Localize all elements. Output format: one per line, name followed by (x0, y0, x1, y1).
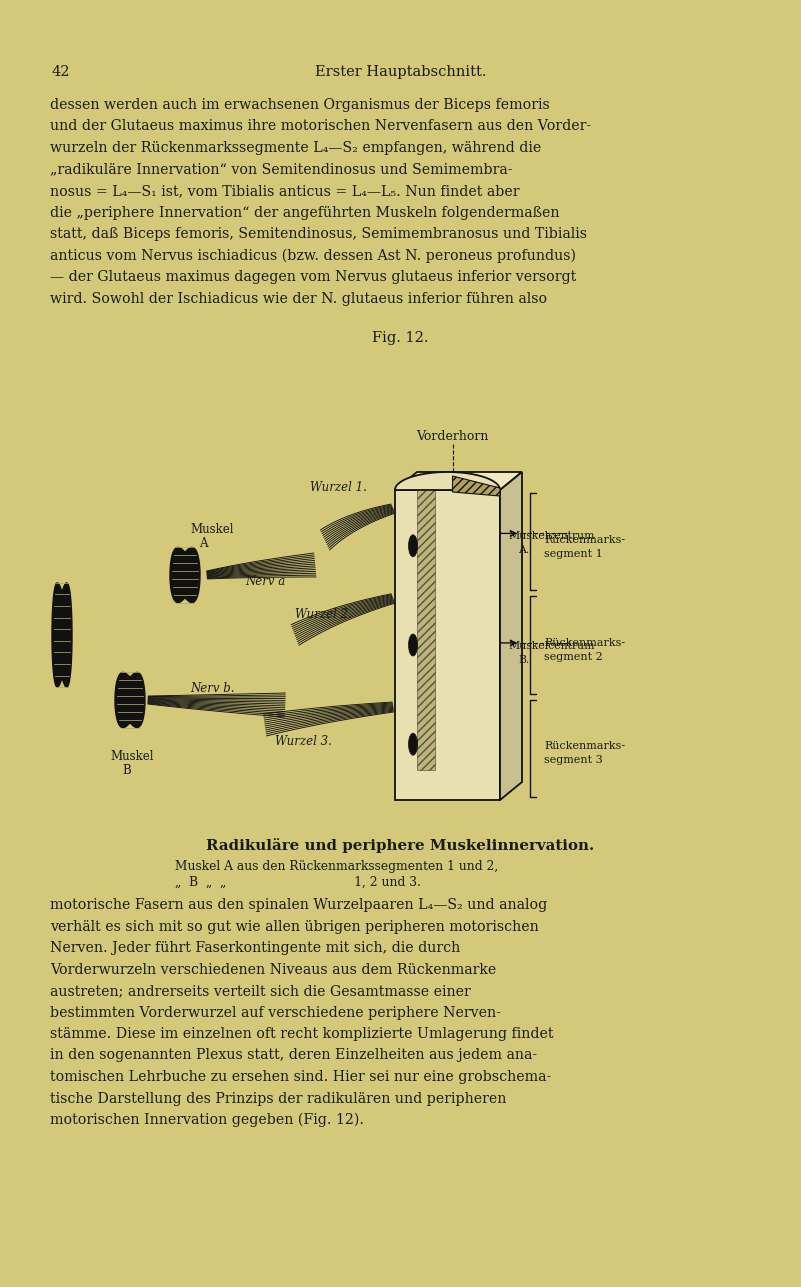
Text: Wurzel 3.: Wurzel 3. (275, 735, 332, 748)
Text: Muskelcentrum: Muskelcentrum (508, 641, 594, 651)
Text: Nerv b.: Nerv b. (190, 682, 235, 695)
Text: Muskelcentrum: Muskelcentrum (508, 532, 594, 542)
Text: stämme. Diese im einzelnen oft recht komplizierte Umlagerung findet: stämme. Diese im einzelnen oft recht kom… (50, 1027, 553, 1041)
Text: Wurzel 2.: Wurzel 2. (295, 609, 352, 622)
Text: Muskel A aus den Rückenmarkssegmenten 1 und 2,: Muskel A aus den Rückenmarkssegmenten 1 … (175, 860, 498, 873)
Text: Vorderwurzeln verschiedenen Niveaus aus dem Rückenmarke: Vorderwurzeln verschiedenen Niveaus aus … (50, 963, 497, 977)
Text: tische Darstellung des Prinzips der radikulären und peripheren: tische Darstellung des Prinzips der radi… (50, 1091, 506, 1106)
Polygon shape (115, 672, 145, 727)
Text: Radikuläre und periphere Muskelinnervation.: Radikuläre und periphere Muskelinnervati… (207, 838, 594, 853)
Polygon shape (395, 472, 500, 490)
Text: A: A (199, 537, 207, 550)
Text: dessen werden auch im erwachsenen Organismus der Biceps femoris: dessen werden auch im erwachsenen Organi… (50, 98, 549, 112)
Polygon shape (453, 476, 500, 495)
Text: motorische Fasern aus den spinalen Wurzelpaaren L₄—S₂ und analog: motorische Fasern aus den spinalen Wurze… (50, 898, 547, 912)
Text: segment 2: segment 2 (544, 653, 602, 662)
Text: Erster Hauptabschnitt.: Erster Hauptabschnitt. (315, 66, 486, 79)
Text: „  B  „  „                                 1, 2 und 3.: „ B „ „ 1, 2 und 3. (175, 876, 421, 889)
Text: bestimmten Vorderwurzel auf verschiedene periphere Nerven-: bestimmten Vorderwurzel auf verschiedene… (50, 1005, 501, 1019)
Text: nosus = L₄—S₁ ist, vom Tibialis anticus = L₄—L₅. Nun findet aber: nosus = L₄—S₁ ist, vom Tibialis anticus … (50, 184, 520, 198)
Text: verhält es sich mit so gut wie allen übrigen peripheren motorischen: verhält es sich mit so gut wie allen übr… (50, 919, 539, 933)
Text: 42: 42 (52, 66, 70, 79)
Polygon shape (170, 547, 200, 602)
Polygon shape (52, 583, 72, 687)
Text: statt, daß Biceps femoris, Semitendinosus, Semimembranosus und Tibialis: statt, daß Biceps femoris, Semitendinosu… (50, 227, 587, 241)
Text: anticus vom Nervus ischiadicus (bzw. dessen Ast N. peroneus profundus): anticus vom Nervus ischiadicus (bzw. des… (50, 248, 576, 263)
Text: Fig. 12.: Fig. 12. (372, 331, 429, 345)
Text: Vorderhorn: Vorderhorn (417, 430, 489, 443)
Text: wird. Sowohl der Ischiadicus wie der N. glutaeus inferior führen also: wird. Sowohl der Ischiadicus wie der N. … (50, 291, 547, 305)
Ellipse shape (409, 734, 417, 755)
Text: wurzeln der Rückenmarkssegmente L₄—S₂ empfangen, während die: wurzeln der Rückenmarkssegmente L₄—S₂ em… (50, 142, 541, 154)
Polygon shape (500, 472, 522, 801)
Text: Nerv a: Nerv a (245, 575, 285, 588)
Text: „radikuläre Innervation“ von Semitendinosus und Semimembra-: „radikuläre Innervation“ von Semitendino… (50, 162, 513, 176)
Polygon shape (395, 472, 522, 490)
Text: Rückenmarks-: Rückenmarks- (544, 534, 625, 544)
Text: Wurzel 1.: Wurzel 1. (310, 480, 367, 494)
Text: Muskel: Muskel (110, 750, 154, 763)
Text: tomischen Lehrbuche zu ersehen sind. Hier sei nur eine grobschema-: tomischen Lehrbuche zu ersehen sind. Hie… (50, 1069, 551, 1084)
Text: Muskel: Muskel (190, 523, 234, 535)
Ellipse shape (409, 535, 417, 557)
Text: die „periphere Innervation“ der angeführten Muskeln folgendermaßen: die „periphere Innervation“ der angeführ… (50, 206, 560, 220)
Text: Rückenmarks-: Rückenmarks- (544, 741, 625, 752)
Text: Rückenmarks-: Rückenmarks- (544, 638, 625, 647)
Text: austreten; andrerseits verteilt sich die Gesamtmasse einer: austreten; andrerseits verteilt sich die… (50, 985, 471, 997)
Text: A.: A. (518, 546, 529, 556)
Ellipse shape (409, 634, 417, 656)
Text: — der Glutaeus maximus dagegen vom Nervus glutaeus inferior versorgt: — der Glutaeus maximus dagegen vom Nervu… (50, 270, 576, 284)
Text: B: B (122, 764, 131, 777)
Text: motorischen Innervation gegeben (Fig. 12).: motorischen Innervation gegeben (Fig. 12… (50, 1113, 364, 1127)
Text: segment 3: segment 3 (544, 755, 602, 766)
Text: segment 1: segment 1 (544, 548, 602, 559)
Text: in den sogenannten Plexus statt, deren Einzelheiten aus jedem ana-: in den sogenannten Plexus statt, deren E… (50, 1049, 537, 1063)
Text: und der Glutaeus maximus ihre motorischen Nervenfasern aus den Vorder-: und der Glutaeus maximus ihre motorische… (50, 120, 591, 134)
Text: B.: B. (518, 655, 529, 665)
Bar (417, 490, 435, 770)
Bar (395, 490, 500, 801)
Text: Nerven. Jeder führt Faserkontingente mit sich, die durch: Nerven. Jeder führt Faserkontingente mit… (50, 941, 461, 955)
